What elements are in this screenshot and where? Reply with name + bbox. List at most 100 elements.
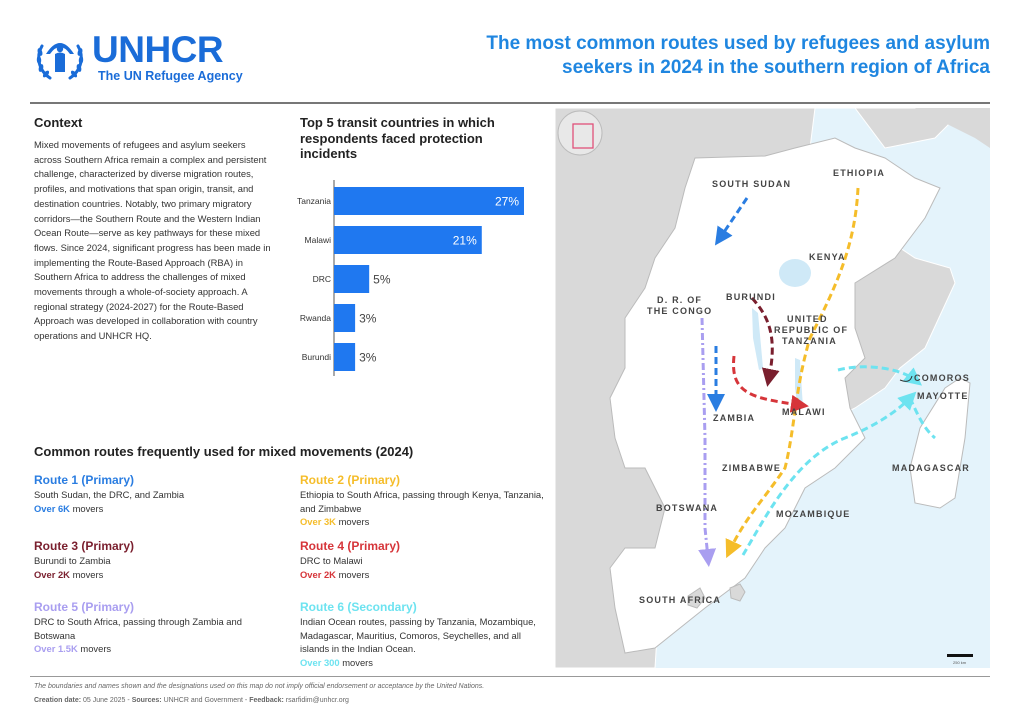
header-divider (30, 102, 990, 104)
scale-bar (947, 654, 973, 657)
category-label: Malawi (305, 235, 332, 245)
scale-label: 250 km (953, 660, 967, 665)
land-focus (609, 137, 941, 654)
category-label: Rwanda (300, 313, 331, 323)
label-malawi: MALAWI (782, 407, 826, 417)
credits-line: Creation date: 05 June 2025 - Sources: U… (34, 697, 349, 704)
feedback-label: Feedback: (249, 697, 284, 704)
category-label: Burundi (302, 352, 331, 362)
value-label: 3% (359, 351, 377, 365)
unhcr-logo: UNHCR The UN Refugee Agency (34, 30, 244, 86)
route-6-title: Route 6 (Secondary) (300, 600, 417, 614)
route-3-movers: Over 2K movers (34, 568, 284, 582)
route-3-line (750, 296, 780, 387)
context-body: Mixed movements of refugees and asylum s… (34, 139, 271, 342)
route-6-suffix: movers (342, 656, 373, 668)
separator-1: - (125, 697, 132, 704)
label-tanzania-1: UNITED (787, 314, 828, 324)
land-lesotho (687, 587, 706, 609)
route-2-desc: Ethiopia to South Africa, passing throug… (300, 489, 544, 514)
label-comoros: COMOROS (914, 373, 970, 383)
route-5: Route 5 (Primary) DRC to South Africa, p… (34, 599, 254, 656)
value-label: 27% (495, 195, 519, 209)
route-1-count: Over 6K (34, 502, 70, 514)
route-5-title: Route 5 (Primary) (34, 600, 135, 614)
label-burundi: BURUNDI (726, 292, 776, 302)
route-4-movers: Over 2K movers (300, 568, 550, 582)
route-3-suffix: movers (72, 568, 104, 580)
globe-locator-icon (557, 110, 603, 156)
footer-divider (30, 676, 990, 677)
separator-2: - (242, 697, 250, 704)
lake-tanganyika (752, 308, 763, 370)
route-1-title: Route 1 (Primary) (34, 473, 135, 487)
comoros-pointer (899, 375, 913, 382)
route-5-suffix: movers (80, 643, 112, 654)
route-3: Route 3 (Primary) Burundi to Zambia Over… (34, 538, 284, 581)
feedback-email[interactable]: rsarfidim@unhcr.org (285, 697, 349, 704)
route-3-title: Route 3 (Primary) (34, 539, 135, 553)
logo-wordmark: UNHCR (92, 29, 224, 70)
unhcr-emblem-icon (36, 43, 84, 80)
label-kenya: KENYA (809, 252, 846, 262)
label-tanzania-3: TANZANIA (782, 336, 837, 346)
page-title: The most common routes used by refugees … (486, 33, 990, 78)
bar-burundi (334, 343, 356, 371)
route-1: Route 1 (Primary) South Sudan, the DRC, … (34, 472, 284, 515)
route-6-desc: Indian Ocean routes, passing by Tanzania… (300, 616, 536, 654)
bar-rwanda (334, 304, 356, 332)
land-eswatini (729, 583, 746, 602)
logo-tagline: The UN Refugee Agency (98, 69, 243, 83)
context-heading: Context (34, 115, 83, 130)
label-south-africa: SOUTH AFRICA (639, 595, 721, 605)
route-4: Route 4 (Primary) DRC to Malawi Over 2K … (300, 538, 550, 581)
route-1-desc: South Sudan, the DRC, and Zambia (34, 489, 185, 500)
sources-label: Sources: (131, 697, 162, 704)
route-5-line (698, 317, 717, 567)
route-4-line (732, 355, 809, 413)
creation-label: Creation date: (34, 697, 82, 704)
label-botswana: BOTSWANA (656, 503, 718, 513)
label-zimbabwe: ZIMBABWE (722, 463, 781, 473)
label-drc-2: THE CONGO (647, 306, 712, 316)
route-2-line (725, 187, 860, 559)
bar-drc (334, 265, 370, 293)
label-zambia: ZAMBIA (713, 413, 755, 423)
route-2: Route 2 (Primary) Ethiopia to South Afri… (300, 472, 550, 529)
route-6-count: Over 300 (300, 656, 340, 668)
route-4-title: Route 4 (Primary) (300, 539, 401, 553)
route-2-suffix: movers (338, 516, 370, 527)
transit-countries-chart: Tanzania 27% Malawi 21% DRC 5% Rwanda 3% Burundi… (286, 180, 536, 380)
route-4-suffix: movers (338, 568, 370, 580)
route-5-count: Over 1.5K (34, 643, 78, 654)
route-2-movers: Over 3K movers (300, 515, 550, 529)
route-3-count: Over 2K (34, 568, 70, 580)
routes-map[interactable]: ETHIOPIA SOUTH SUDAN KENYA BURUNDI D. R.… (555, 108, 990, 668)
land-arabia (915, 108, 990, 148)
route-6b-line (741, 391, 917, 556)
label-tanzania-2: REPUBLIC OF (774, 325, 848, 335)
map-disclaimer: The boundaries and names shown and the d… (34, 683, 485, 690)
route-4-count: Over 2K (300, 568, 336, 580)
label-mozambique: MOZAMBIQUE (776, 509, 851, 519)
label-south-sudan: SOUTH SUDAN (712, 179, 791, 189)
category-label: DRC (313, 274, 331, 284)
bar-tanzania (334, 187, 524, 215)
route-5-desc: DRC to South Africa, passing through Zam… (34, 616, 242, 641)
route-1-line (714, 197, 749, 246)
value-label: 3% (359, 312, 377, 326)
route-1-suffix: movers (72, 502, 104, 514)
label-madagascar: MADAGASCAR (892, 463, 970, 473)
creation-date: 05 June 2025 (83, 697, 126, 704)
route-6: Route 6 (Secondary) Indian Ocean routes,… (300, 599, 540, 669)
route-6c-line (908, 397, 936, 440)
label-ethiopia: ETHIOPIA (833, 168, 885, 178)
bar-malawi (334, 226, 482, 254)
lake-victoria (779, 259, 811, 287)
route-2-title: Route 2 (Primary) (300, 473, 401, 487)
land-madagascar (909, 377, 971, 509)
map-svg: ETHIOPIA SOUTH SUDAN KENYA BURUNDI D. R.… (555, 108, 990, 668)
label-drc-1: D. R. OF (657, 295, 702, 305)
category-label: Tanzania (297, 196, 331, 206)
route-5-movers: Over 1.5K movers (34, 642, 254, 656)
